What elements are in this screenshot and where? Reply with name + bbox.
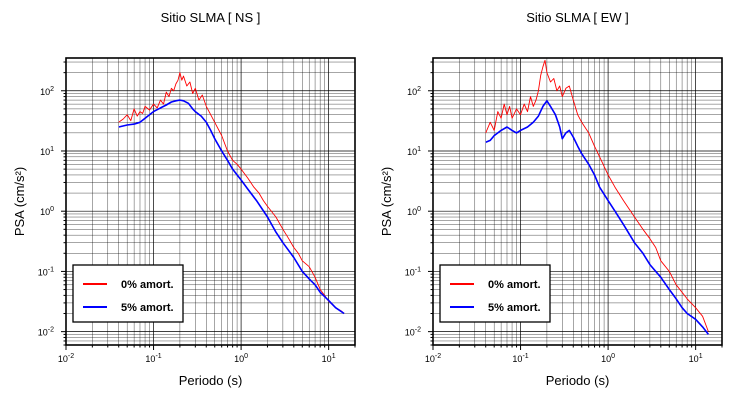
y-tick-exponent: -1 bbox=[48, 266, 54, 273]
y-tick-exponent: 1 bbox=[417, 146, 421, 153]
x-axis-label: Periodo (s) bbox=[179, 373, 243, 388]
x-tick-exponent: -1 bbox=[155, 353, 161, 360]
y-tick-label: 10-2 bbox=[405, 327, 421, 338]
x-tick-exponent: -1 bbox=[522, 353, 528, 360]
legend-label: 5% amort. bbox=[488, 302, 541, 314]
plot-frame bbox=[65, 57, 356, 346]
x-tick-label: 101 bbox=[322, 353, 336, 364]
x-tick-label: 100 bbox=[601, 353, 615, 364]
x-axis-label: Periodo (s) bbox=[546, 373, 610, 388]
x-tick-exponent: -2 bbox=[435, 353, 441, 360]
y-tick-label: 101 bbox=[40, 146, 54, 157]
x-tick-exponent: 0 bbox=[611, 353, 615, 360]
y-tick-exponent: 1 bbox=[50, 146, 54, 153]
y-tick-base: 10 bbox=[40, 87, 50, 97]
y-tick-base: 10 bbox=[38, 267, 48, 277]
chart-title: Sitio SLMA [ EW ] bbox=[526, 10, 629, 25]
y-tick-base: 10 bbox=[407, 207, 417, 217]
y-tick-label: 100 bbox=[407, 206, 421, 217]
y-axis-label: PSA (cm/s²) bbox=[379, 167, 394, 236]
y-tick-label: 102 bbox=[407, 86, 421, 97]
series-line-red bbox=[118, 72, 345, 314]
x-tick-label: 10-1 bbox=[512, 353, 528, 364]
y-tick-base: 10 bbox=[407, 147, 417, 157]
y-tick-base: 10 bbox=[405, 328, 415, 338]
series-line-blue bbox=[485, 100, 710, 335]
y-tick-base: 10 bbox=[38, 328, 48, 338]
y-tick-label: 102 bbox=[40, 86, 54, 97]
x-tick-base: 10 bbox=[58, 354, 68, 364]
x-tick-base: 10 bbox=[234, 354, 244, 364]
x-tick-label: 10-2 bbox=[58, 353, 74, 364]
x-tick-exponent: -2 bbox=[68, 353, 74, 360]
y-tick-exponent: -2 bbox=[415, 327, 421, 334]
y-tick-label: 101 bbox=[407, 146, 421, 157]
legend: 0% amort. 5% amort. bbox=[439, 264, 551, 323]
y-tick-base: 10 bbox=[40, 147, 50, 157]
x-tick-base: 10 bbox=[322, 354, 332, 364]
x-tick-base: 10 bbox=[145, 354, 155, 364]
y-tick-exponent: 2 bbox=[50, 86, 54, 93]
x-tick-exponent: 1 bbox=[332, 353, 336, 360]
legend-label: 0% amort. bbox=[121, 279, 174, 291]
y-tick-exponent: -1 bbox=[415, 266, 421, 273]
y-tick-label: 10-1 bbox=[405, 266, 421, 277]
legend-label: 5% amort. bbox=[121, 302, 174, 314]
x-tick-label: 100 bbox=[234, 353, 248, 364]
y-tick-base: 10 bbox=[407, 87, 417, 97]
x-tick-base: 10 bbox=[512, 354, 522, 364]
y-tick-exponent: 0 bbox=[417, 206, 421, 213]
y-tick-label: 10-2 bbox=[38, 327, 54, 338]
series-line-blue bbox=[118, 99, 345, 315]
y-tick-exponent: -2 bbox=[48, 327, 54, 334]
y-tick-exponent: 0 bbox=[50, 206, 54, 213]
tick-marks bbox=[61, 61, 356, 350]
y-tick-label: 100 bbox=[40, 206, 54, 217]
y-tick-label: 10-1 bbox=[38, 266, 54, 277]
x-tick-base: 10 bbox=[601, 354, 611, 364]
series-line-red bbox=[485, 59, 709, 332]
legend-box bbox=[72, 264, 184, 323]
plot-frame bbox=[432, 57, 723, 346]
x-tick-base: 10 bbox=[689, 354, 699, 364]
y-tick-base: 10 bbox=[405, 267, 415, 277]
y-axis-label: PSA (cm/s²) bbox=[12, 167, 27, 236]
legend-label: 0% amort. bbox=[488, 279, 541, 291]
x-tick-exponent: 0 bbox=[244, 353, 248, 360]
legend-box bbox=[439, 264, 551, 323]
x-tick-label: 10-2 bbox=[425, 353, 441, 364]
x-tick-exponent: 1 bbox=[699, 353, 703, 360]
tick-marks bbox=[428, 61, 723, 350]
x-tick-label: 101 bbox=[689, 353, 703, 364]
legend: 0% amort. 5% amort. bbox=[72, 264, 184, 323]
y-tick-base: 10 bbox=[40, 207, 50, 217]
x-tick-base: 10 bbox=[425, 354, 435, 364]
y-tick-exponent: 2 bbox=[417, 86, 421, 93]
chart-title: Sitio SLMA [ NS ] bbox=[161, 10, 261, 25]
x-tick-label: 10-1 bbox=[145, 353, 161, 364]
